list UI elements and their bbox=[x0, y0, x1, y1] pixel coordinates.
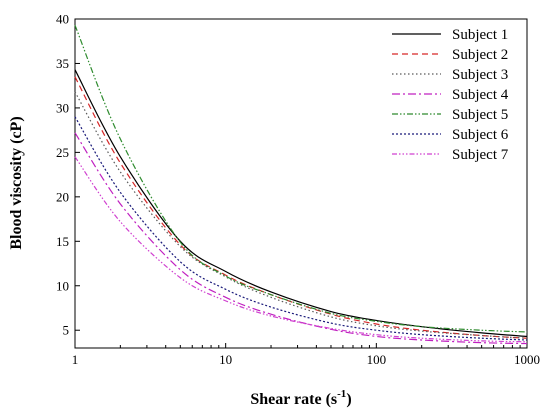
series-line-subject-4 bbox=[74, 132, 528, 345]
y-tick-label: 30 bbox=[56, 100, 69, 115]
y-tick-label: 10 bbox=[56, 278, 69, 293]
x-axis-label-end: ) bbox=[346, 391, 351, 408]
y-tick-label: 25 bbox=[56, 145, 69, 160]
x-axis-label-main: Shear rate (s bbox=[250, 391, 337, 408]
legend-label-subject-1: Subject 1 bbox=[452, 27, 508, 43]
legend-label-subject-5: Subject 5 bbox=[452, 107, 508, 123]
axis-ticks: 1 10 100 1000 5 10 15 20 25 30 35 40 bbox=[56, 12, 540, 368]
series-line-subject-6 bbox=[74, 116, 528, 341]
x-tick-label: 10 bbox=[219, 352, 232, 367]
series-line-subject-1 bbox=[74, 69, 528, 338]
legend-label-subject-4: Subject 4 bbox=[452, 87, 509, 103]
y-tick-label: 20 bbox=[56, 189, 69, 204]
y-tick-label: 35 bbox=[56, 56, 69, 71]
x-axis-label-superscript: -1 bbox=[337, 388, 346, 400]
series-line-subject-7 bbox=[74, 156, 528, 343]
legend-label-subject-3: Subject 3 bbox=[452, 67, 508, 83]
legend: Subject 1 Subject 2 Subject 3 Subject 4 Subj… bbox=[392, 27, 509, 163]
legend-label-subject-6: Subject 6 bbox=[452, 127, 509, 143]
x-tick-label: 1000 bbox=[514, 352, 540, 367]
series-line-subject-5 bbox=[74, 24, 528, 333]
x-tick-label: 100 bbox=[367, 352, 387, 367]
series-line-subject-2 bbox=[74, 76, 528, 339]
series-lines bbox=[74, 24, 528, 345]
legend-label-subject-7: Subject 7 bbox=[452, 147, 509, 163]
y-tick-label: 15 bbox=[56, 234, 69, 249]
plot-frame bbox=[74, 18, 528, 349]
y-tick-label: 5 bbox=[63, 323, 70, 338]
series-line-subject-3 bbox=[74, 91, 528, 339]
x-axis-label: Shear rate (s-1) bbox=[250, 388, 351, 408]
x-tick-label: 1 bbox=[72, 352, 79, 367]
y-axis-label: Blood viscosity (cP) bbox=[8, 116, 25, 249]
y-tick-label: 40 bbox=[56, 12, 69, 27]
legend-label-subject-2: Subject 2 bbox=[452, 47, 508, 63]
